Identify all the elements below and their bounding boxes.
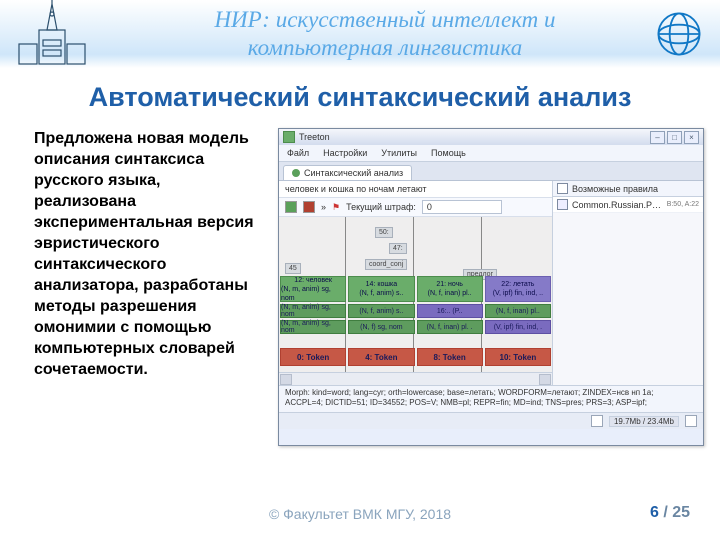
tab-label: Синтаксический анализ bbox=[304, 168, 403, 178]
gram-node[interactable]: (N, m, anim) sg, nom bbox=[280, 320, 346, 334]
sentence-input[interactable]: человек и кошка по ночам летают bbox=[279, 181, 552, 198]
token-row: 0: Token 4: Token 8: Token 10: Token bbox=[279, 348, 552, 366]
penalty-label: Текущий штраф: bbox=[346, 202, 416, 212]
gram-node[interactable]: 16:.. (P.. bbox=[417, 304, 483, 318]
gram-node[interactable]: (N, m, anim) sg, nom bbox=[280, 304, 346, 318]
gram-node[interactable]: (N, f) sg, nom bbox=[348, 320, 414, 334]
score-bubble: 45 bbox=[285, 263, 301, 274]
memory-status: 19.7Mb / 23.4Mb bbox=[609, 416, 679, 427]
status-icon[interactable] bbox=[591, 415, 603, 427]
status-icon[interactable] bbox=[685, 415, 697, 427]
score-bubble: 50: bbox=[375, 227, 393, 238]
gram-node[interactable]: (N, f, anim) s.. bbox=[348, 304, 414, 318]
page-counter: 6 / 25 bbox=[650, 504, 690, 522]
tab-syntax[interactable]: Синтаксический анализ bbox=[283, 165, 412, 180]
rules-header-label: Возможные правила bbox=[572, 184, 658, 194]
token-node[interactable]: 0: Token bbox=[280, 348, 346, 366]
msu-logo bbox=[6, 0, 98, 70]
left-pane: человек и кошка по ночам летают » ⚑ Теку… bbox=[279, 181, 553, 385]
tab-icon bbox=[292, 169, 300, 177]
toolbar: » ⚑ Текущий штраф: 0 bbox=[279, 198, 552, 217]
gram-node[interactable]: (V, ipf) fin, ind, . bbox=[485, 320, 551, 334]
tabbar: Синтаксический анализ bbox=[279, 162, 703, 181]
tool-icon[interactable] bbox=[303, 201, 315, 213]
right-pane: Возможные правила Common.Russian.Predic … bbox=[553, 181, 703, 385]
penalty-value: 0 bbox=[422, 200, 502, 214]
minimize-button[interactable]: – bbox=[650, 131, 665, 144]
gram-node[interactable]: (N, f, inan) pl. . bbox=[417, 320, 483, 334]
word-row: 12: человек(N, m, anim) sg, nom 14: кошк… bbox=[279, 276, 552, 302]
score-bubble: 47: bbox=[389, 243, 407, 254]
close-button[interactable]: × bbox=[684, 131, 699, 144]
menubar: Файл Настройки Утилиты Помощь bbox=[279, 145, 703, 162]
footer-copyright: © Факультет ВМК МГУ, 2018 bbox=[0, 506, 720, 522]
checkbox-icon[interactable] bbox=[557, 199, 568, 210]
parse-node[interactable]: 21: ночь(N, f, inan) pl.. bbox=[417, 276, 483, 302]
parse-node[interactable]: 12: человек(N, m, anim) sg, nom bbox=[280, 276, 346, 302]
parse-node[interactable]: 22: летать(V, ipf) fin, ind, .. bbox=[485, 276, 551, 302]
morph-line-2: ACCPL=4; DICTID=51; ID=34552; POS=V; NMB… bbox=[285, 398, 697, 408]
tool-icon[interactable] bbox=[285, 201, 297, 213]
statusbar: 19.7Mb / 23.4Mb bbox=[279, 412, 703, 429]
token-node[interactable]: 4: Token bbox=[348, 348, 414, 366]
slide: НИР: искусственный интеллект и компьютер… bbox=[0, 0, 720, 540]
app-icon bbox=[283, 131, 295, 143]
menu-help[interactable]: Помощь bbox=[431, 148, 466, 158]
rule-score: B:50, A:22 bbox=[667, 201, 699, 208]
faculty-logo bbox=[650, 6, 708, 62]
header-title: НИР: искусственный интеллект и компьютер… bbox=[170, 6, 600, 62]
page-current: 6 bbox=[650, 504, 659, 521]
rules-header: Возможные правила bbox=[553, 181, 703, 197]
app-window-screenshot: Treeton – □ × Файл Настройки Утилиты Пом… bbox=[278, 128, 704, 446]
titlebar: Treeton – □ × bbox=[279, 129, 703, 145]
menu-utilities[interactable]: Утилиты bbox=[381, 148, 417, 158]
relation-bubble: coord_conj bbox=[365, 259, 407, 270]
chevron-icon[interactable]: » bbox=[321, 202, 326, 212]
token-node[interactable]: 8: Token bbox=[417, 348, 483, 366]
rules-empty bbox=[553, 213, 703, 385]
content-area: человек и кошка по ночам летают » ⚑ Теку… bbox=[279, 181, 703, 385]
flag-icon[interactable]: ⚑ bbox=[332, 202, 340, 213]
menu-settings[interactable]: Настройки bbox=[323, 148, 367, 158]
maximize-button[interactable]: □ bbox=[667, 131, 682, 144]
horizontal-scrollbar[interactable] bbox=[279, 372, 552, 385]
section-title: Автоматический синтаксический анализ bbox=[0, 82, 720, 113]
page-total: 25 bbox=[672, 504, 690, 521]
checkbox-icon[interactable] bbox=[557, 183, 568, 194]
rule-name: Common.Russian.Predic bbox=[572, 200, 663, 210]
rule-row[interactable]: Common.Russian.Predic B:50, A:22 bbox=[553, 197, 703, 213]
gram-node[interactable]: (N, f, inan) pl.. bbox=[485, 304, 551, 318]
parse-canvas[interactable]: 45 50: 47: coord_conj предлог 49: 12: че… bbox=[279, 217, 552, 372]
morph-line-1: Morph: kind=word; lang=cyr; orth=lowerca… bbox=[285, 388, 697, 398]
gram-row: (N, m, anim) sg, nom (N, f, anim) s.. 16… bbox=[279, 304, 552, 318]
app-title: Treeton bbox=[299, 132, 330, 142]
gram-row: (N, m, anim) sg, nom (N, f) sg, nom (N, … bbox=[279, 320, 552, 334]
token-node[interactable]: 10: Token bbox=[485, 348, 551, 366]
parse-node[interactable]: 14: кошка(N, f, anim) s.. bbox=[348, 276, 414, 302]
menu-file[interactable]: Файл bbox=[287, 148, 309, 158]
body-paragraph: Предложена новая модель описания синтакс… bbox=[34, 128, 264, 380]
morph-bar: Morph: kind=word; lang=cyr; orth=lowerca… bbox=[279, 385, 703, 412]
